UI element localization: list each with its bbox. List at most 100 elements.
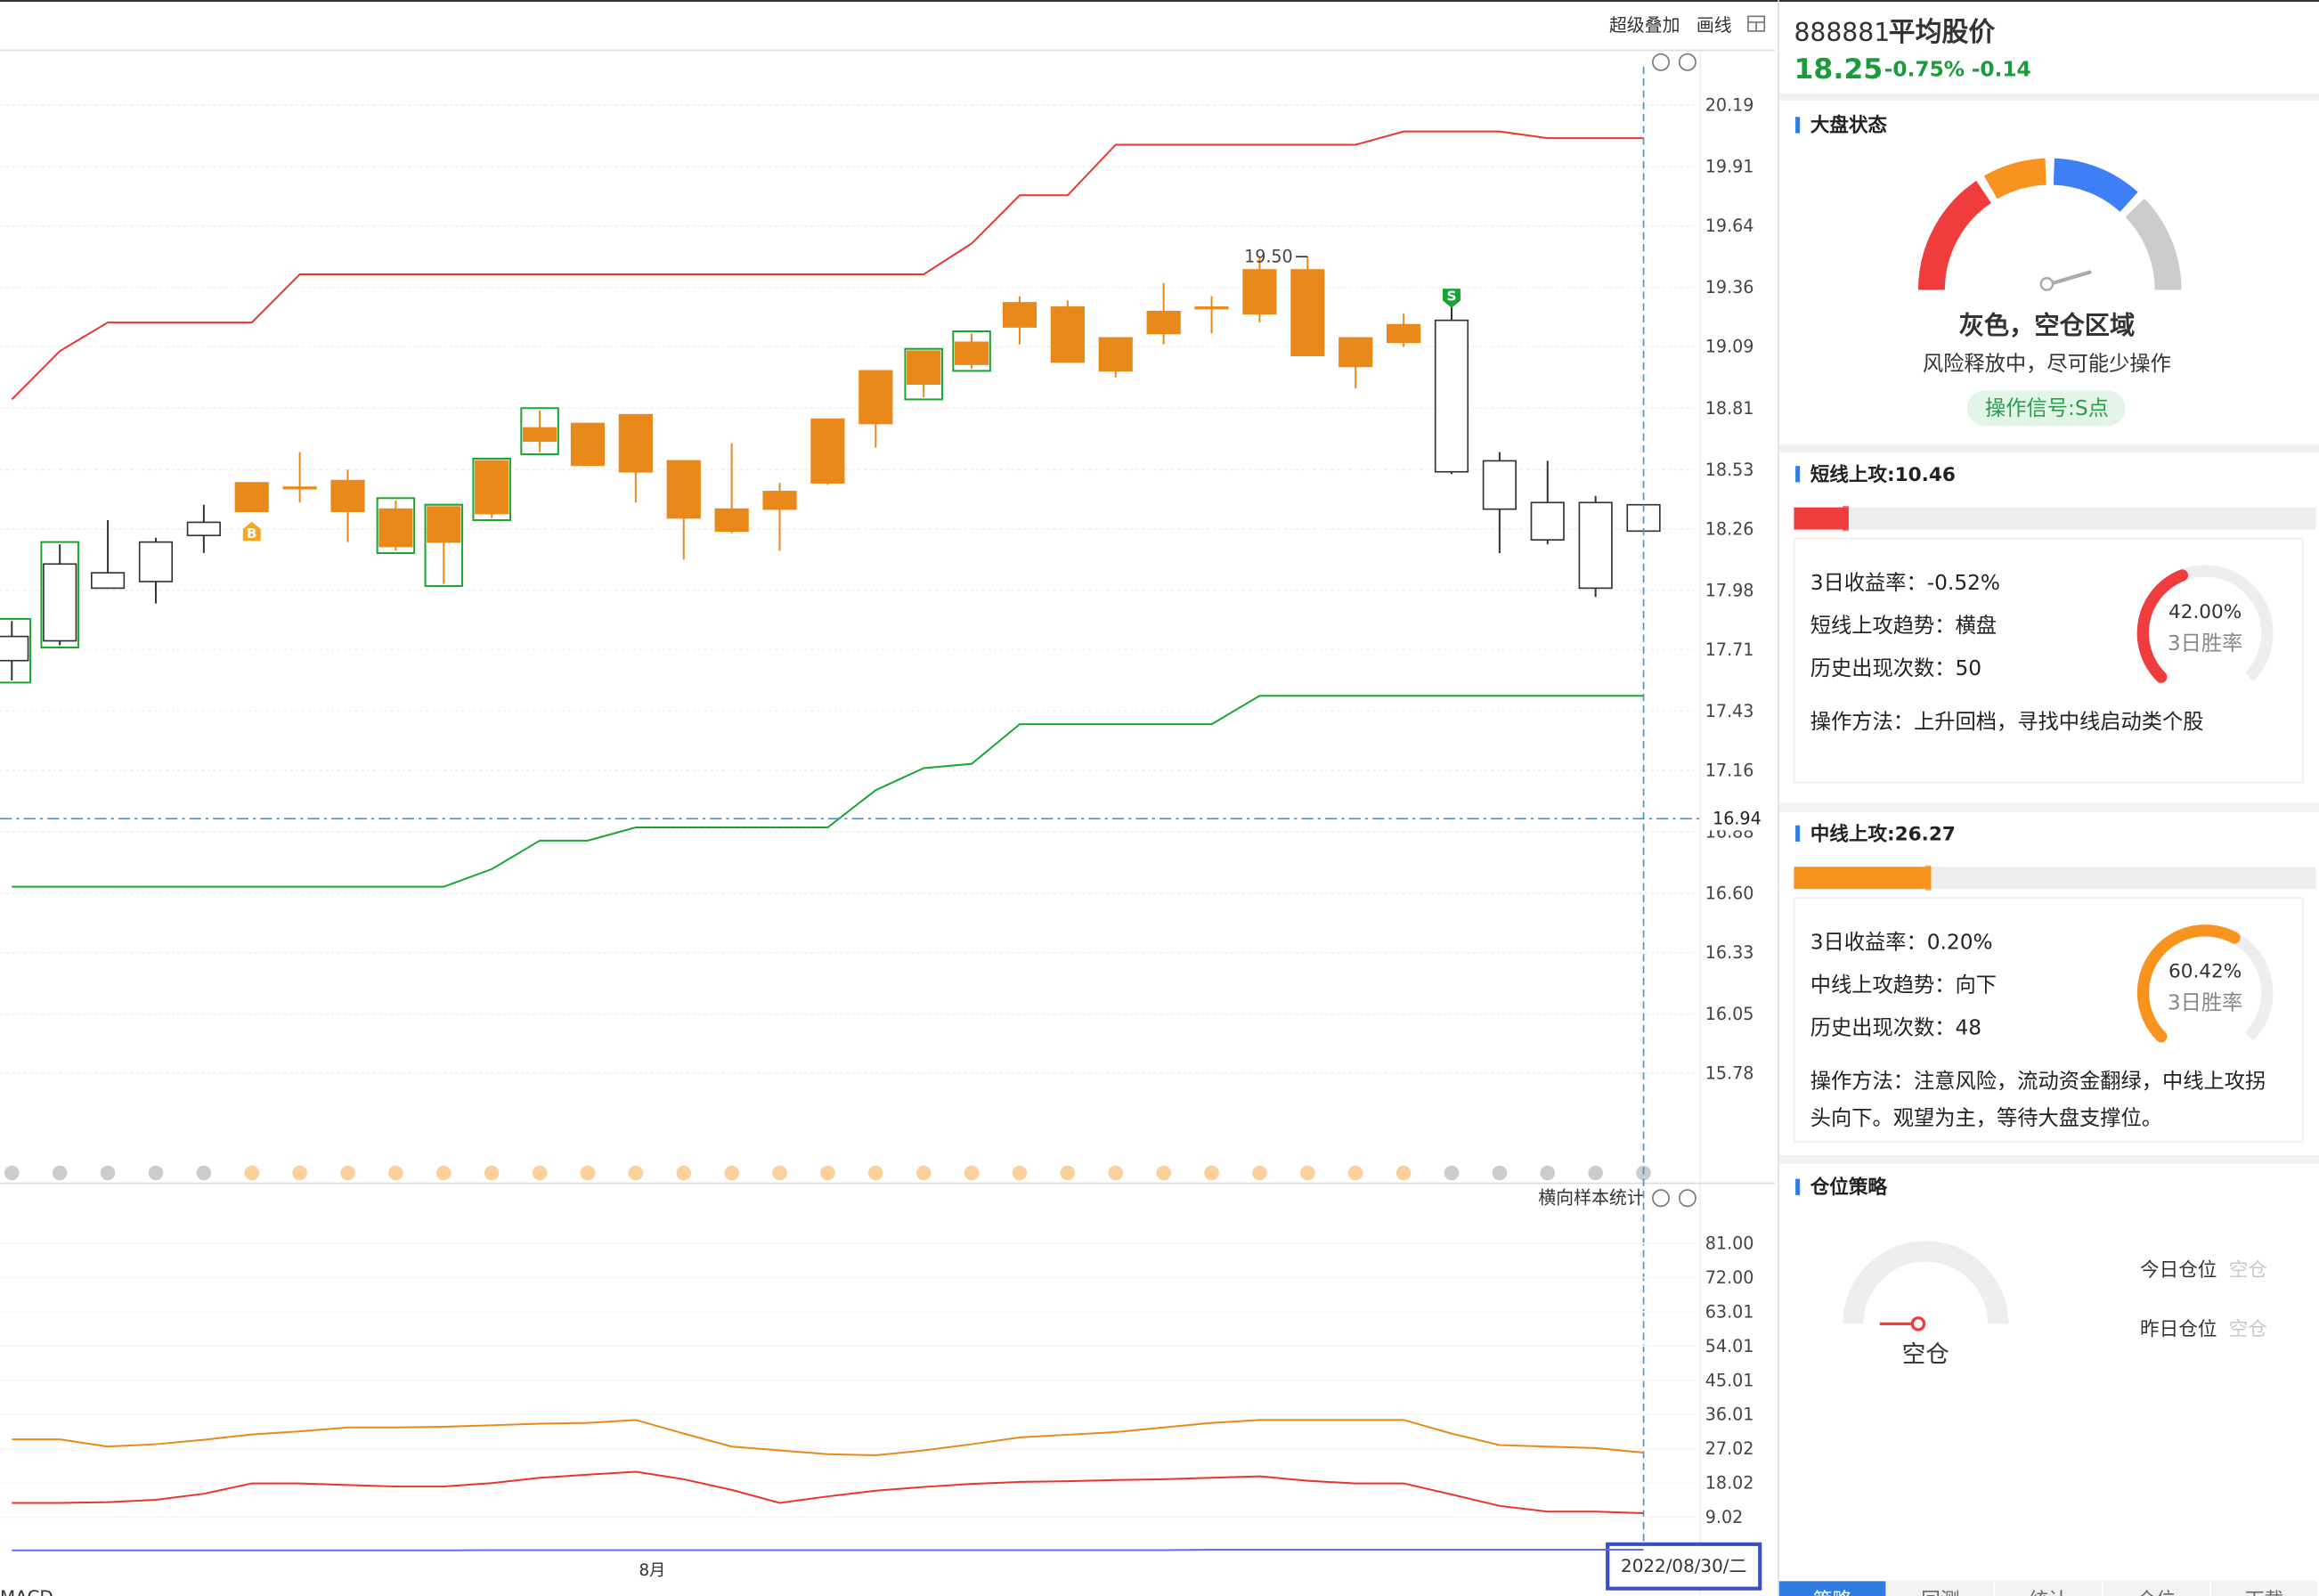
signal-box [904, 347, 943, 401]
win-rate-title: 3日胜率 [2168, 631, 2243, 656]
signal-dot [1395, 1165, 1412, 1181]
signal-box [952, 330, 991, 372]
layout-icon[interactable] [1747, 15, 1766, 32]
signal-dot [292, 1165, 307, 1181]
lower-panel-icons[interactable] [1652, 1189, 1697, 1208]
candle-body [1434, 319, 1469, 473]
info-line: 头向下。观望为主，等待大盘支撑位。 [1810, 1106, 2162, 1130]
score-cap [1924, 865, 1932, 891]
position-state: 空仓 [1902, 1341, 1949, 1369]
y-tick-label: 36.01 [1705, 1405, 1754, 1425]
today-position-label: 今日仓位 [2140, 1259, 2217, 1282]
signal-dot [1588, 1165, 1603, 1181]
candle-body [0, 635, 29, 662]
section-title-text: 中线上攻: [1810, 822, 1895, 845]
tab-label[interactable]: 仓位 [2137, 1589, 2176, 1596]
win-rate-value: 60.42% [2168, 961, 2242, 983]
candle-body [43, 563, 77, 642]
today-position: 空仓 [2229, 1259, 2267, 1282]
y-tick-label: 15.78 [1705, 1063, 1754, 1084]
signal-dot [196, 1165, 212, 1181]
signal-dot [1347, 1165, 1363, 1181]
signal-dot [1012, 1165, 1028, 1181]
info-box [1793, 897, 2304, 1143]
signal-dot [1252, 1165, 1267, 1181]
channel-line [12, 695, 1644, 888]
stock-change: -0.14 [1972, 58, 2031, 82]
y-tick-label: 17.98 [1705, 580, 1754, 600]
stock-name: 平均股价 [1889, 17, 1996, 48]
signal-dot [1300, 1165, 1315, 1181]
candle-body [475, 460, 509, 515]
tab-label[interactable]: 下载 [2245, 1589, 2283, 1596]
signal-box [0, 617, 32, 684]
gauge-needle [2047, 270, 2092, 286]
y-tick-label: 54.01 [1705, 1336, 1754, 1356]
signal-dot [435, 1165, 452, 1181]
y-tick-label: 17.43 [1705, 701, 1754, 721]
candle-body [666, 460, 701, 519]
candle-body [1050, 306, 1085, 363]
candle-body [954, 341, 989, 365]
signal-box [376, 497, 416, 554]
tab[interactable] [1778, 1581, 1886, 1596]
win-rate-title: 3日胜率 [2168, 991, 2243, 1015]
tab-label[interactable]: 策略 [1813, 1589, 1852, 1596]
signal-box [472, 457, 511, 522]
candle-body [762, 491, 797, 510]
channel-line [11, 130, 1644, 401]
signal-label: S [1447, 288, 1457, 304]
candle-body [907, 350, 941, 385]
signal-label: B [247, 525, 256, 542]
section-title: 大盘状态 [1810, 114, 1888, 137]
y-tick-label: 18.81 [1705, 398, 1754, 419]
tab-label[interactable]: 统计 [2030, 1589, 2068, 1596]
signal-marker [242, 521, 261, 542]
candle-body [810, 418, 845, 484]
settings-icons[interactable] [1652, 53, 1697, 71]
market-status: 灰色，空仓区域 [1959, 311, 2136, 340]
section-gap [1778, 1155, 2319, 1165]
toolbar-overlay[interactable]: 超级叠加 [1609, 15, 1680, 36]
info-line: 短线上攻趋势：横盘 [1810, 614, 1997, 638]
position-gauge [1843, 1241, 2009, 1324]
info-line: 历史出现次数：50 [1810, 656, 1981, 680]
y-tick-label: 19.91 [1705, 157, 1754, 177]
signal-dot [724, 1165, 739, 1181]
info-box [1793, 537, 2304, 784]
tab[interactable] [1887, 1581, 1994, 1596]
y-tick-label: 27.02 [1705, 1438, 1754, 1459]
info-line: 3日收益率：-0.52% [1810, 571, 2000, 595]
candle-body [618, 413, 653, 473]
candle-body [570, 422, 606, 467]
signal-box [424, 503, 464, 587]
win-rate-value: 42.00% [2168, 601, 2242, 623]
signal-dot [676, 1165, 692, 1181]
macd-label: MACD [0, 1587, 53, 1596]
signal-dot [1108, 1165, 1124, 1181]
signal-marker [1443, 289, 1461, 308]
section-title: 短线上攻:10.46 [1810, 463, 1956, 486]
candle-body [427, 506, 461, 543]
tab[interactable] [1995, 1581, 2102, 1596]
y-tick-label: 19.09 [1705, 337, 1754, 357]
signal-dot [1156, 1165, 1171, 1181]
reference-label-box [1704, 806, 1772, 831]
y-tick-label: 17.71 [1705, 639, 1754, 660]
signal-dot [628, 1165, 644, 1181]
yesterday-position: 空仓 [2229, 1319, 2267, 1341]
signal-dot [1540, 1165, 1556, 1181]
candle-body [234, 482, 269, 512]
toolbar-draw[interactable]: 画线 [1697, 15, 1732, 36]
yesterday-position-label: 昨日仓位 [2140, 1319, 2217, 1341]
tab[interactable] [2210, 1581, 2318, 1596]
signal-dot [580, 1165, 596, 1181]
candle-body [282, 486, 317, 490]
tab[interactable] [2103, 1581, 2210, 1596]
signal-box [520, 407, 559, 456]
tab-label[interactable]: 回测 [1921, 1589, 1959, 1596]
signal-dot [964, 1165, 980, 1181]
candle-body [1578, 501, 1613, 590]
section-score: 10.46 [1895, 464, 1956, 486]
signal-dot [1444, 1165, 1460, 1181]
